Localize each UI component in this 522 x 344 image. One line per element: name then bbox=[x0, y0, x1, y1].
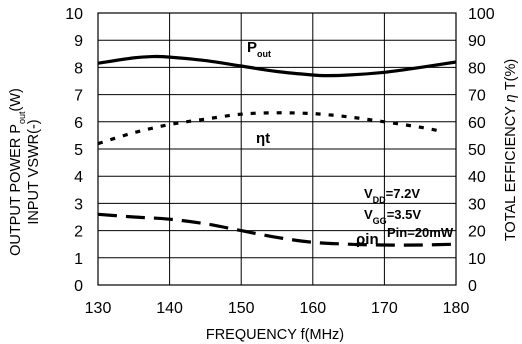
series-line-pout bbox=[97, 54, 457, 78]
x-tick-label: 150 bbox=[228, 300, 255, 317]
y-right-tick-label: 10 bbox=[468, 251, 486, 268]
y-left-tick-label: 10 bbox=[65, 6, 83, 23]
x-tick-label: 160 bbox=[299, 300, 326, 317]
y-right-tick-label: 20 bbox=[468, 224, 486, 241]
y-left-tick-label: 6 bbox=[74, 115, 83, 132]
y-right-tick-label: 50 bbox=[468, 142, 486, 159]
y-left-tick-label: 4 bbox=[74, 169, 83, 186]
y-left-tick-label: 3 bbox=[74, 196, 83, 213]
x-axis-label: FREQUENCY f(MHz) bbox=[206, 327, 344, 343]
x-tick-label: 140 bbox=[156, 300, 183, 317]
y-right-tick-label: 30 bbox=[468, 196, 486, 213]
y-axis-left-label-line1: OUTPUT POWER Pout(W) bbox=[8, 88, 27, 256]
y-left-tick-label: 7 bbox=[74, 88, 83, 105]
series-layer bbox=[97, 54, 457, 247]
y-left-tick-label: 1 bbox=[74, 251, 83, 268]
ticks-layer: 130 140 150 160 170 1800123456789100102030405… bbox=[65, 6, 495, 317]
condition-vgg: VGG=3.5V bbox=[364, 207, 421, 226]
x-tick-label: 180 bbox=[443, 300, 470, 317]
series-label-eta: ηt bbox=[256, 130, 270, 147]
y-left-tick-label: 8 bbox=[74, 60, 83, 77]
y-right-tick-label: 80 bbox=[468, 60, 486, 77]
series-label-rho: ρin bbox=[356, 231, 379, 248]
series-label-pout: Pout bbox=[247, 39, 271, 59]
condition-pin: Pin=20mW bbox=[387, 225, 454, 240]
series-line-eta bbox=[97, 111, 443, 146]
grid bbox=[97, 12, 457, 286]
y-axis-left-label-line2: INPUT VSWR(-) bbox=[26, 119, 42, 224]
y-right-tick-label: 60 bbox=[468, 115, 486, 132]
y-left-tick-label: 9 bbox=[74, 33, 83, 50]
y-left-tick-label: 5 bbox=[74, 142, 83, 159]
condition-vdd: VDD=7.2V bbox=[364, 186, 420, 205]
x-tick-label: 170 bbox=[371, 300, 398, 317]
y-right-tick-label: 90 bbox=[468, 33, 486, 50]
y-left-tick-label: 0 bbox=[74, 278, 83, 295]
x-tick-label: 130 bbox=[85, 300, 112, 317]
y-right-tick-label: 100 bbox=[468, 6, 495, 23]
y-axis-right-label: TOTAL EFFICIENCY η T(%) bbox=[503, 59, 519, 241]
y-right-tick-label: 40 bbox=[468, 169, 486, 186]
plot-frame bbox=[97, 12, 457, 286]
series-line-rho bbox=[97, 212, 457, 247]
y-right-tick-label: 0 bbox=[468, 278, 477, 295]
y-right-tick-label: 70 bbox=[468, 88, 486, 105]
y-left-tick-label: 2 bbox=[74, 224, 83, 241]
